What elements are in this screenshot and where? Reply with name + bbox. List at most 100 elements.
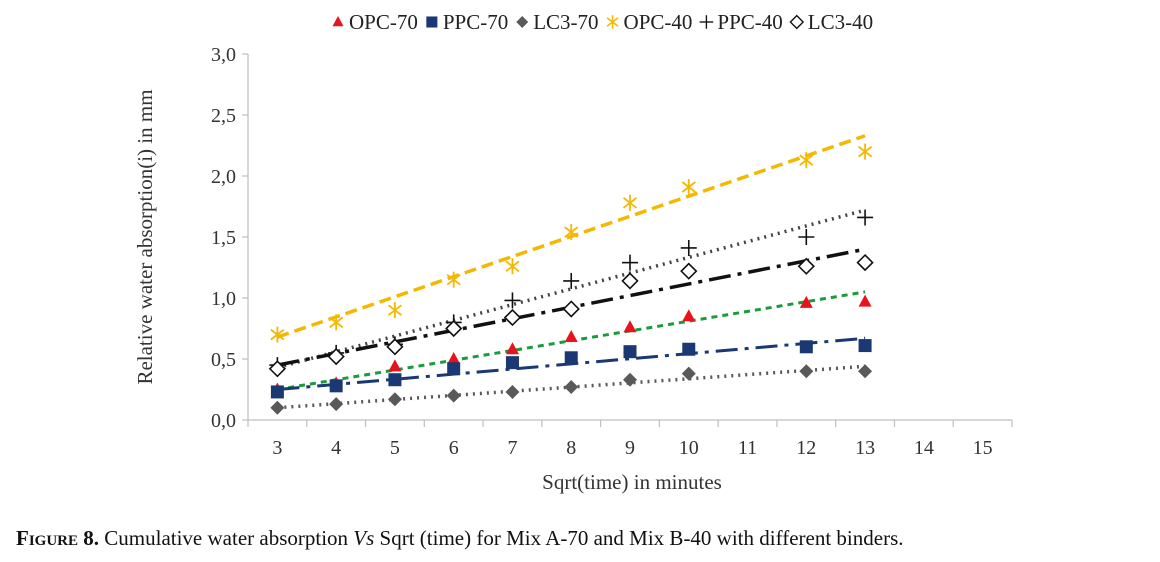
data-point-ppc-70-shape — [505, 356, 519, 370]
y-axis-title: Relative water absorption(i) in mm — [133, 89, 157, 384]
data-point-lc3-70 — [270, 400, 285, 415]
data-point-ppc-70-shape — [858, 339, 872, 353]
data-point-lc3-70 — [858, 364, 873, 379]
data-point-opc-40 — [799, 152, 814, 169]
data-point-opc-40 — [858, 143, 873, 160]
x-tick-label: 8 — [566, 437, 576, 459]
chart: 0,0 0,5 1,0 1,5 2,0 2,5 3,0 3 4 5 6 7 8 9 10 11 12 13 14 15… — [133, 10, 1013, 494]
y-tick-label: 2,5 — [211, 105, 236, 127]
data-point-lc3-70-shape — [270, 400, 285, 415]
data-point-lc3-70-shape — [623, 372, 637, 387]
data-point-ppc-70-shape — [799, 340, 813, 354]
legend-marker-lc3-40 — [789, 14, 805, 30]
figure-caption: Figure 8. Cumulative water absorption Vs… — [16, 526, 1156, 551]
x-tick-label: 7 — [507, 437, 517, 459]
data-point-ppc-70 — [447, 362, 461, 376]
data-point-opc-70-shape — [447, 352, 461, 364]
data-point-opc-40 — [505, 258, 520, 275]
legend-label-ppc-40: PPC-40 — [717, 10, 782, 34]
data-point-opc-70-shape — [564, 330, 578, 343]
data-point-ppc-70 — [564, 351, 578, 365]
data-point-opc-40 — [329, 314, 344, 331]
data-point-opc-40-stroke — [799, 154, 814, 166]
caption-text-b: Sqrt (time) for Mix A-70 and Mix B-40 wi… — [374, 526, 904, 550]
data-point-lc3-70-shape — [329, 397, 344, 412]
data-point-opc-40 — [622, 194, 638, 211]
data-point-opc-40 — [681, 178, 696, 195]
x-tick-label: 13 — [855, 437, 875, 459]
data-point-lc3-70-shape — [564, 380, 579, 395]
data-points — [268, 143, 874, 415]
data-point-ppc-70-shape — [564, 351, 578, 365]
data-point-ppc-70 — [623, 345, 637, 359]
data-point-lc3-40-shape — [680, 262, 698, 280]
y-tick-label: 0,5 — [211, 349, 236, 371]
y-tick-label: 2,0 — [211, 166, 236, 188]
x-axis-title: Sqrt(time) in minutes — [542, 470, 722, 494]
y-tick-label: 0,0 — [211, 410, 236, 432]
data-point-ppc-40 — [504, 292, 521, 309]
data-point-opc-40-stroke — [446, 273, 461, 286]
data-point-lc3-40 — [503, 308, 522, 327]
legend-marker-ppc-70-shape — [426, 16, 438, 28]
data-point-opc-70 — [447, 352, 461, 364]
x-tick-label: 10 — [679, 437, 699, 459]
data-point-ppc-40 — [622, 254, 638, 271]
data-point-opc-40 — [564, 224, 579, 241]
data-point-lc3-70 — [329, 397, 344, 412]
legend: OPC-70 PPC-70 LC3-70 OPC-40 PPC-40 LC3-40 — [332, 10, 873, 34]
data-point-opc-70 — [799, 295, 813, 308]
data-point-lc3-40-shape — [268, 360, 287, 378]
data-point-opc-40 — [446, 271, 461, 288]
data-point-ppc-70 — [388, 373, 402, 387]
data-point-opc-40-stroke — [622, 197, 638, 209]
data-point-lc3-70 — [623, 372, 637, 387]
y-tick-label: 1,0 — [211, 288, 236, 310]
data-point-lc3-40 — [621, 272, 639, 290]
data-point-lc3-40 — [562, 300, 580, 318]
legend-label-opc-40: OPC-40 — [624, 10, 693, 34]
x-tick-label: 11 — [738, 437, 757, 459]
data-point-ppc-70 — [858, 339, 872, 353]
data-point-lc3-70-shape — [681, 366, 696, 381]
data-point-opc-70 — [623, 320, 637, 333]
data-point-opc-40-stroke — [681, 181, 696, 193]
data-point-lc3-70 — [799, 364, 814, 379]
data-point-opc-70-shape — [682, 309, 696, 322]
x-tick-label: 6 — [449, 437, 459, 459]
data-point-opc-70-shape — [858, 294, 872, 307]
legend-marker-opc-40-stroke — [606, 17, 619, 27]
legend-marker-opc-70-shape — [332, 16, 344, 27]
data-point-opc-40-stroke — [564, 226, 579, 238]
data-point-lc3-70 — [681, 366, 696, 381]
data-point-opc-40-stroke — [505, 260, 520, 272]
data-point-ppc-70-shape — [270, 385, 284, 399]
data-point-opc-70 — [564, 330, 578, 343]
x-tick-label: 9 — [625, 437, 635, 459]
data-point-ppc-70-shape — [682, 342, 696, 356]
caption-vs: Vs — [353, 526, 375, 550]
axes: 0,0 0,5 1,0 1,5 2,0 2,5 3,0 3 4 5 6 7 8 9 10 11 12 13 14 15 — [211, 44, 1013, 459]
data-point-opc-40-stroke — [858, 145, 873, 158]
data-point-lc3-70-shape — [446, 388, 461, 403]
data-point-lc3-40-shape — [445, 319, 463, 338]
data-point-opc-70-shape — [623, 320, 637, 333]
legend-marker-lc3-70 — [516, 16, 529, 28]
data-point-opc-40 — [270, 326, 285, 343]
data-point-opc-70-shape — [799, 295, 813, 308]
data-point-lc3-40 — [445, 319, 463, 338]
data-point-ppc-70 — [799, 340, 813, 354]
trendlines — [276, 134, 866, 410]
data-point-lc3-70-shape — [858, 364, 873, 379]
data-point-ppc-70 — [505, 356, 519, 370]
caption-text-a: Cumulative water absorption — [99, 526, 354, 550]
data-point-ppc-70 — [682, 342, 696, 356]
x-tick-label: 14 — [914, 437, 934, 459]
data-point-ppc-70 — [270, 385, 284, 399]
data-point-lc3-70-shape — [505, 384, 520, 399]
data-point-lc3-40 — [327, 347, 345, 366]
data-point-opc-40-stroke — [329, 316, 344, 329]
data-point-ppc-70-shape — [623, 345, 637, 359]
legend-marker-ppc-40 — [699, 15, 714, 29]
legend-label-ppc-70: PPC-70 — [443, 10, 508, 34]
